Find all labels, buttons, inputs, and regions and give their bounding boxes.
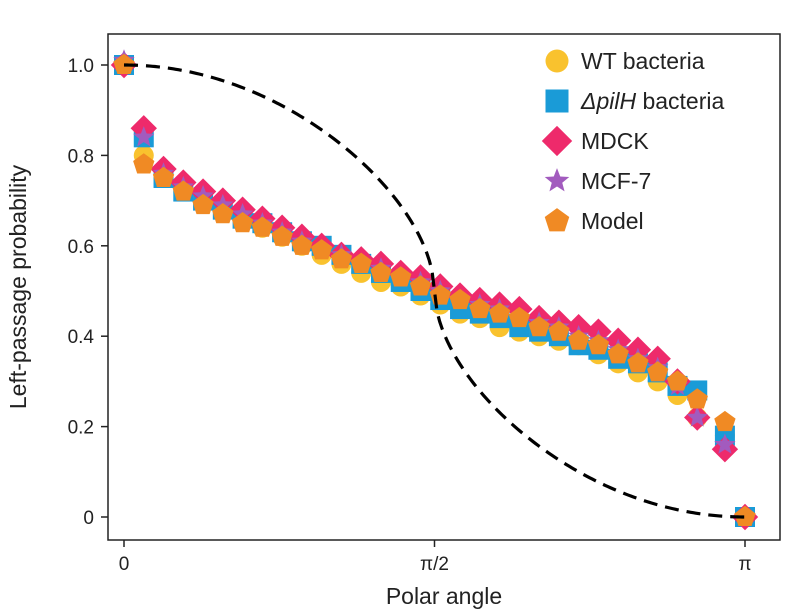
data-point-pentagon [251,216,274,237]
legend-item: WT bacteria [545,48,705,74]
data-point-pentagon [172,180,194,201]
axis-ticks: 0 π/2 π 0 0.2 0.4 0.6 0.8 1.0 [68,56,752,575]
data-point-pentagon [370,261,392,282]
legend-item: MDCK [541,125,649,157]
legend-label-part: Δ [580,88,596,114]
data-point-pentagon [607,343,629,364]
data-point-pentagon [587,334,610,355]
series-star [113,49,756,527]
y-tick-label: 0.2 [68,418,94,439]
y-axis-label: Left-passage probability [5,164,31,409]
data-point-pentagon [449,288,471,310]
y-tick-label: 0 [83,508,94,529]
data-point-pentagon [350,252,372,273]
legend-marker-pentagon [544,208,570,232]
data-point-star [686,406,708,427]
legend-label: MCF-7 [581,168,651,194]
series-pentagon [113,53,756,527]
y-tick-label: 0.8 [68,146,94,167]
data-point-pentagon [714,410,736,432]
data-point-pentagon [231,212,254,233]
data-point-pentagon [508,306,530,328]
legend-label: WT bacteria [581,48,705,74]
data-point-pentagon [271,225,293,246]
data-point-pentagon [686,388,708,409]
legend-marker-diamond [541,125,573,157]
data-point-pentagon [212,202,234,224]
data-point-pentagon [409,275,432,296]
data-point-pentagon [734,505,756,527]
data-point-pentagon [390,266,412,287]
data-point-pentagon [330,248,353,269]
y-tick-label: 0.6 [68,237,94,258]
data-point-pentagon [647,361,669,382]
legend-label: ΔpilH bacteria [580,88,724,114]
data-point-pentagon [192,193,214,215]
legend-marker-circle [545,49,569,73]
legend-label: Model [581,208,644,234]
y-tick-label: 0.4 [68,327,95,348]
y-tick-label: 1.0 [68,56,94,77]
plot-area [110,49,759,531]
data-point-pentagon [548,320,570,341]
data-point-star [714,433,736,454]
legend-marker-star [544,168,570,192]
data-point-pentagon [469,297,491,319]
data-point-pentagon [666,370,689,391]
x-tick-label: 0 [119,554,130,575]
data-point-pentagon [311,239,333,260]
data-point-star [133,126,155,147]
legend-label-part: bacteria [636,88,724,114]
legend-marker-square [545,89,569,113]
plot-frame [107,33,781,541]
data-point-pentagon [133,153,155,174]
data-point-pentagon [152,166,175,188]
legend-label: MDCK [581,128,649,154]
data-point-pentagon [528,315,550,337]
x-tick-label: π/2 [420,554,449,575]
legend-item: Model [544,208,644,234]
legend: WT bacteria ΔpilH bacteria MDCK MCF-7 Model [541,48,724,234]
x-tick-label: π [738,554,751,575]
x-axis-label: Polar angle [386,583,502,609]
data-point-pentagon [113,53,135,75]
data-point-pentagon [291,234,313,255]
data-point-pentagon [567,329,590,350]
legend-item: ΔpilH bacteria [545,88,724,114]
data-point-pentagon [488,302,511,323]
data-point-pentagon [627,352,649,373]
legend-label-part: pilH [595,88,636,114]
legend-item: MCF-7 [544,168,651,194]
